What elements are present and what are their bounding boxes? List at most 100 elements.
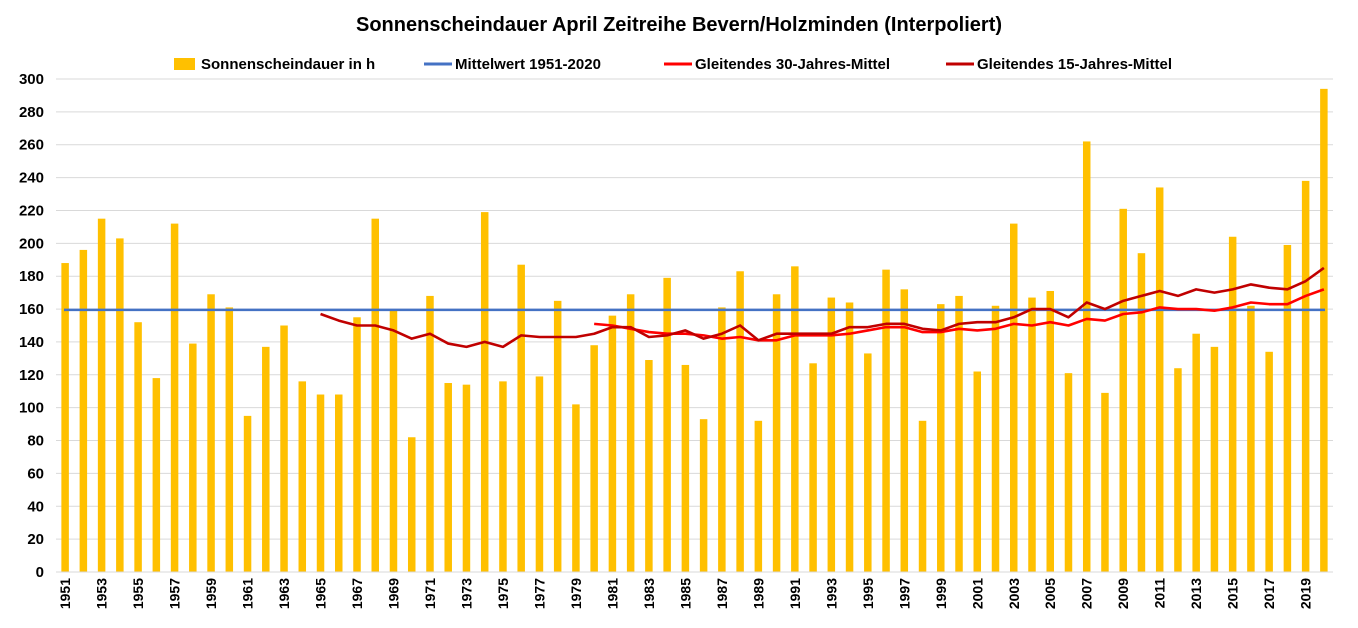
x-tick-label: 1987 — [714, 578, 730, 609]
y-tick-label: 0 — [36, 564, 44, 581]
x-tick-label: 2019 — [1298, 578, 1314, 609]
bar-1989 — [754, 420, 763, 572]
x-axis: 1951 1953 1955 1957 1959 1961 1963 1965 1967 1969… — [56, 571, 1333, 609]
bar-1970 — [407, 437, 416, 572]
bar-1986 — [699, 419, 708, 572]
bar-1995 — [864, 353, 872, 572]
x-tick-label: 1989 — [750, 578, 766, 609]
x-tick-label: 2005 — [1042, 578, 1058, 609]
bar-2004 — [1028, 297, 1036, 572]
y-tick-label: 80 — [27, 433, 44, 450]
bar-1990 — [772, 294, 781, 572]
y-tick-label: 140 — [19, 334, 44, 351]
bar-2013 — [1192, 333, 1200, 572]
x-tick-label: 1963 — [276, 578, 292, 609]
bar-2020 — [1320, 88, 1328, 573]
x-tick-label: 1983 — [641, 578, 657, 609]
bar-1983 — [645, 360, 653, 572]
x-tick-label: 1967 — [349, 578, 365, 609]
x-tick-label: 1979 — [568, 578, 584, 609]
bar-2012 — [1174, 368, 1182, 572]
y-tick-label: 60 — [27, 465, 44, 482]
bar-1957 — [170, 223, 179, 573]
legend-label: Mittelwert 1951-2020 — [455, 56, 601, 73]
bar-1962 — [262, 346, 270, 572]
y-tick-label: 300 — [19, 71, 44, 88]
legend-swatch-bar — [174, 58, 195, 70]
bar-2017 — [1265, 351, 1273, 572]
bar-1951 — [61, 263, 69, 572]
chart-legend: Sonnenscheindauer in h Mittelwert 1951-20… — [174, 56, 1172, 73]
bar-2005 — [1046, 290, 1054, 572]
y-tick-label: 240 — [19, 170, 44, 187]
moving-average-30-line — [594, 288, 1325, 342]
bar-1992 — [809, 363, 817, 572]
bar-1979 — [572, 404, 580, 572]
bar-1988 — [736, 271, 744, 572]
bar-2009 — [1119, 208, 1127, 572]
y-tick-label: 40 — [27, 498, 44, 515]
bar-1982 — [626, 294, 635, 572]
bar-1960 — [225, 307, 234, 572]
bar-1976 — [517, 264, 525, 572]
x-tick-label: 2001 — [969, 578, 985, 609]
bar-1965 — [316, 394, 325, 572]
y-tick-label: 220 — [19, 202, 44, 219]
x-tick-label: 1981 — [604, 578, 620, 609]
legend-label: Gleitendes 15-Jahres-Mittel — [977, 56, 1172, 73]
x-tick-label: 2009 — [1115, 578, 1131, 609]
bar-1971 — [426, 295, 434, 572]
y-tick-label: 280 — [19, 104, 44, 121]
x-tick-label: 1975 — [495, 578, 511, 609]
bar-1996 — [882, 269, 890, 572]
x-tick-label: 1969 — [385, 578, 401, 609]
x-tick-label: 1953 — [94, 578, 110, 609]
bar-1991 — [791, 266, 799, 572]
bar-2016 — [1247, 305, 1255, 572]
bar-1973 — [462, 384, 471, 572]
bar-1956 — [152, 378, 161, 572]
x-tick-label: 1991 — [787, 578, 803, 609]
y-tick-label: 20 — [27, 531, 44, 548]
moving-average-15-line — [320, 266, 1325, 349]
bar-2002 — [991, 305, 1000, 572]
x-tick-label: 1999 — [933, 578, 949, 609]
bar-1984 — [663, 277, 671, 572]
legend-label: Sonnenscheindauer in h — [201, 56, 375, 73]
y-tick-label: 160 — [19, 301, 44, 318]
x-tick-label: 1997 — [896, 578, 912, 609]
y-tick-label: 200 — [19, 235, 44, 252]
bar-1953 — [97, 218, 106, 572]
bar-1985 — [681, 364, 690, 572]
y-tick-label: 260 — [19, 137, 44, 154]
bar-1980 — [590, 345, 598, 572]
bar-1968 — [371, 218, 379, 572]
x-tick-label: 1961 — [240, 578, 256, 609]
bar-1952 — [79, 249, 88, 572]
bar-2018 — [1283, 244, 1292, 573]
bar-1987 — [718, 307, 726, 572]
line-series — [64, 266, 1325, 349]
bar-2007 — [1082, 141, 1091, 572]
bar-1981 — [608, 315, 617, 572]
bar-1975 — [499, 381, 507, 572]
x-tick-label: 2011 — [1152, 578, 1168, 609]
bar-2019 — [1301, 180, 1310, 572]
bar-1972 — [444, 383, 452, 572]
bar-1997 — [900, 289, 909, 572]
x-tick-label: 1993 — [823, 578, 839, 609]
bar-1993 — [827, 297, 836, 572]
y-tick-label: 100 — [19, 400, 44, 417]
x-tick-label: 2017 — [1261, 578, 1277, 609]
bar-1978 — [553, 300, 562, 572]
x-tick-label: 1957 — [167, 578, 183, 609]
bar-1977 — [535, 376, 544, 572]
x-tick-label: 1971 — [422, 578, 438, 609]
chart-title: Sonnenscheindauer April Zeitreihe Bevern… — [356, 14, 1002, 36]
bar-1954 — [116, 238, 124, 572]
x-tick-label: 2013 — [1188, 578, 1204, 609]
x-tick-label: 1995 — [860, 578, 876, 609]
bar-2010 — [1137, 253, 1146, 572]
bar-2011 — [1155, 187, 1164, 572]
